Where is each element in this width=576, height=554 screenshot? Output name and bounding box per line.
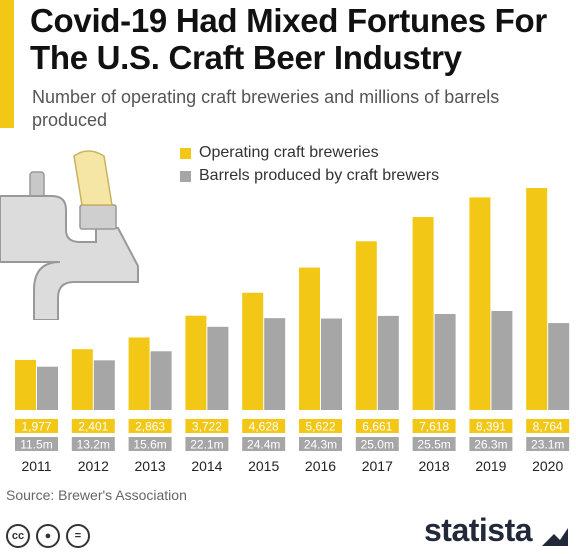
data-label-breweries-2019: 8,391 xyxy=(476,420,506,434)
x-tick-label-2012: 2012 xyxy=(78,458,109,474)
data-label-breweries-2014: 3,722 xyxy=(192,420,222,434)
by-icon: ● xyxy=(36,524,60,548)
bar-breweries-2014 xyxy=(185,315,207,410)
source-note: Source: Brewer's Association xyxy=(6,487,187,503)
data-label-breweries-2013: 2,863 xyxy=(135,420,165,434)
bar-breweries-2012 xyxy=(71,349,93,410)
chart-legend: Operating craft breweries Barrels produc… xyxy=(180,142,439,188)
label-bg-breweries-2011 xyxy=(15,419,58,433)
title-accent-bar xyxy=(0,0,14,128)
data-label-breweries-2018: 7,618 xyxy=(419,420,449,434)
bar-breweries-2020 xyxy=(526,188,548,410)
tap-handle xyxy=(73,150,113,206)
cc-icon: cc xyxy=(6,524,30,548)
bar-breweries-2015 xyxy=(242,292,264,410)
label-bg-breweries-2019 xyxy=(469,419,513,433)
bar-barrels-2011 xyxy=(37,366,58,410)
x-tick-label-2018: 2018 xyxy=(419,458,450,474)
x-tick-label-2020: 2020 xyxy=(532,458,563,474)
legend-swatch-barrels xyxy=(180,170,191,182)
label-bg-barrels-2017 xyxy=(355,437,399,451)
data-label-breweries-2015: 4,628 xyxy=(249,420,279,434)
bar-barrels-2018 xyxy=(434,314,456,410)
chart-subtitle: Number of operating craft breweries and … xyxy=(32,87,500,130)
data-label-barrels-2011: 11.5m xyxy=(20,438,52,452)
labels-layer: 1,977 11.5m 2011 2,401 13.2m 2012 2,863 15.6m 20… xyxy=(15,419,570,474)
x-tick-label-2019: 2019 xyxy=(475,458,506,474)
bar-breweries-2016 xyxy=(299,267,320,410)
bars-layer xyxy=(15,188,570,410)
license-icons: cc ● = xyxy=(6,524,90,548)
label-bg-breweries-2018 xyxy=(412,419,456,433)
legend-swatch-breweries xyxy=(180,147,191,159)
data-label-barrels-2018: 25.5m xyxy=(417,438,450,452)
label-bg-barrels-2013 xyxy=(128,437,172,451)
beer-tap-illustration xyxy=(0,150,139,320)
bar-barrels-2013 xyxy=(150,351,172,410)
data-label-breweries-2012: 2,401 xyxy=(78,420,108,434)
statista-logo: statista xyxy=(424,512,533,548)
bar-barrels-2016 xyxy=(321,318,342,410)
x-tick-label-2017: 2017 xyxy=(362,458,393,474)
label-bg-barrels-2015 xyxy=(242,437,286,451)
bar-breweries-2019 xyxy=(469,197,491,410)
legend-label-breweries: Operating craft breweries xyxy=(199,144,379,161)
bar-breweries-2018 xyxy=(412,217,434,410)
bar-barrels-2020 xyxy=(548,323,570,410)
data-label-breweries-2017: 6,661 xyxy=(362,420,392,434)
label-bg-breweries-2012 xyxy=(71,419,115,433)
legend-item-barrels: Barrels produced by craft brewers xyxy=(180,165,439,187)
label-bg-barrels-2019 xyxy=(469,437,513,451)
statista-mark-icon xyxy=(542,528,568,546)
data-label-barrels-2019: 26.3m xyxy=(474,438,507,452)
data-label-barrels-2017: 25.0m xyxy=(361,438,394,452)
x-tick-label-2014: 2014 xyxy=(191,458,222,474)
x-tick-label-2015: 2015 xyxy=(248,458,279,474)
data-label-barrels-2012: 13.2m xyxy=(77,438,110,452)
label-bg-barrels-2011 xyxy=(15,437,58,451)
x-tick-label-2011: 2011 xyxy=(21,458,51,474)
chart-title: Covid-19 Had Mixed Fortunes For The U.S.… xyxy=(30,2,547,76)
legend-label-barrels: Barrels produced by craft brewers xyxy=(199,167,440,184)
label-bg-breweries-2015 xyxy=(242,419,286,433)
data-label-barrels-2016: 24.3m xyxy=(304,438,337,452)
data-label-barrels-2014: 22.1m xyxy=(190,438,223,452)
label-bg-barrels-2012 xyxy=(71,437,115,451)
label-bg-breweries-2016 xyxy=(299,419,342,433)
legend-item-breweries: Operating craft breweries xyxy=(180,142,439,164)
label-bg-breweries-2013 xyxy=(128,419,172,433)
bar-barrels-2012 xyxy=(93,360,115,410)
bar-breweries-2017 xyxy=(355,241,377,410)
bar-barrels-2014 xyxy=(207,326,229,410)
label-bg-barrels-2020 xyxy=(526,437,570,451)
label-bg-breweries-2014 xyxy=(185,419,229,433)
bar-barrels-2015 xyxy=(264,318,286,410)
bar-barrels-2019 xyxy=(491,311,513,410)
bar-barrels-2017 xyxy=(377,315,399,410)
bar-chart: 1,977 11.5m 2011 2,401 13.2m 2012 2,863 15.6m 20… xyxy=(15,188,570,474)
label-bg-breweries-2017 xyxy=(355,419,399,433)
label-bg-breweries-2020 xyxy=(526,419,570,433)
x-tick-label-2016: 2016 xyxy=(305,458,336,474)
label-bg-barrels-2018 xyxy=(412,437,456,451)
tap-faucet-body xyxy=(0,195,139,320)
bar-breweries-2011 xyxy=(15,359,36,410)
data-label-barrels-2013: 15.6m xyxy=(133,438,166,452)
data-label-breweries-2020: 8,764 xyxy=(533,420,563,434)
data-label-breweries-2016: 5,622 xyxy=(305,420,335,434)
nd-icon: = xyxy=(66,524,90,548)
x-tick-label-2013: 2013 xyxy=(135,458,166,474)
label-bg-barrels-2016 xyxy=(299,437,342,451)
data-label-breweries-2011: 1,977 xyxy=(21,420,51,434)
data-label-barrels-2020: 23.1m xyxy=(531,438,564,452)
bar-breweries-2013 xyxy=(128,337,150,410)
data-label-barrels-2015: 24.4m xyxy=(247,438,280,452)
label-bg-barrels-2014 xyxy=(185,437,229,451)
